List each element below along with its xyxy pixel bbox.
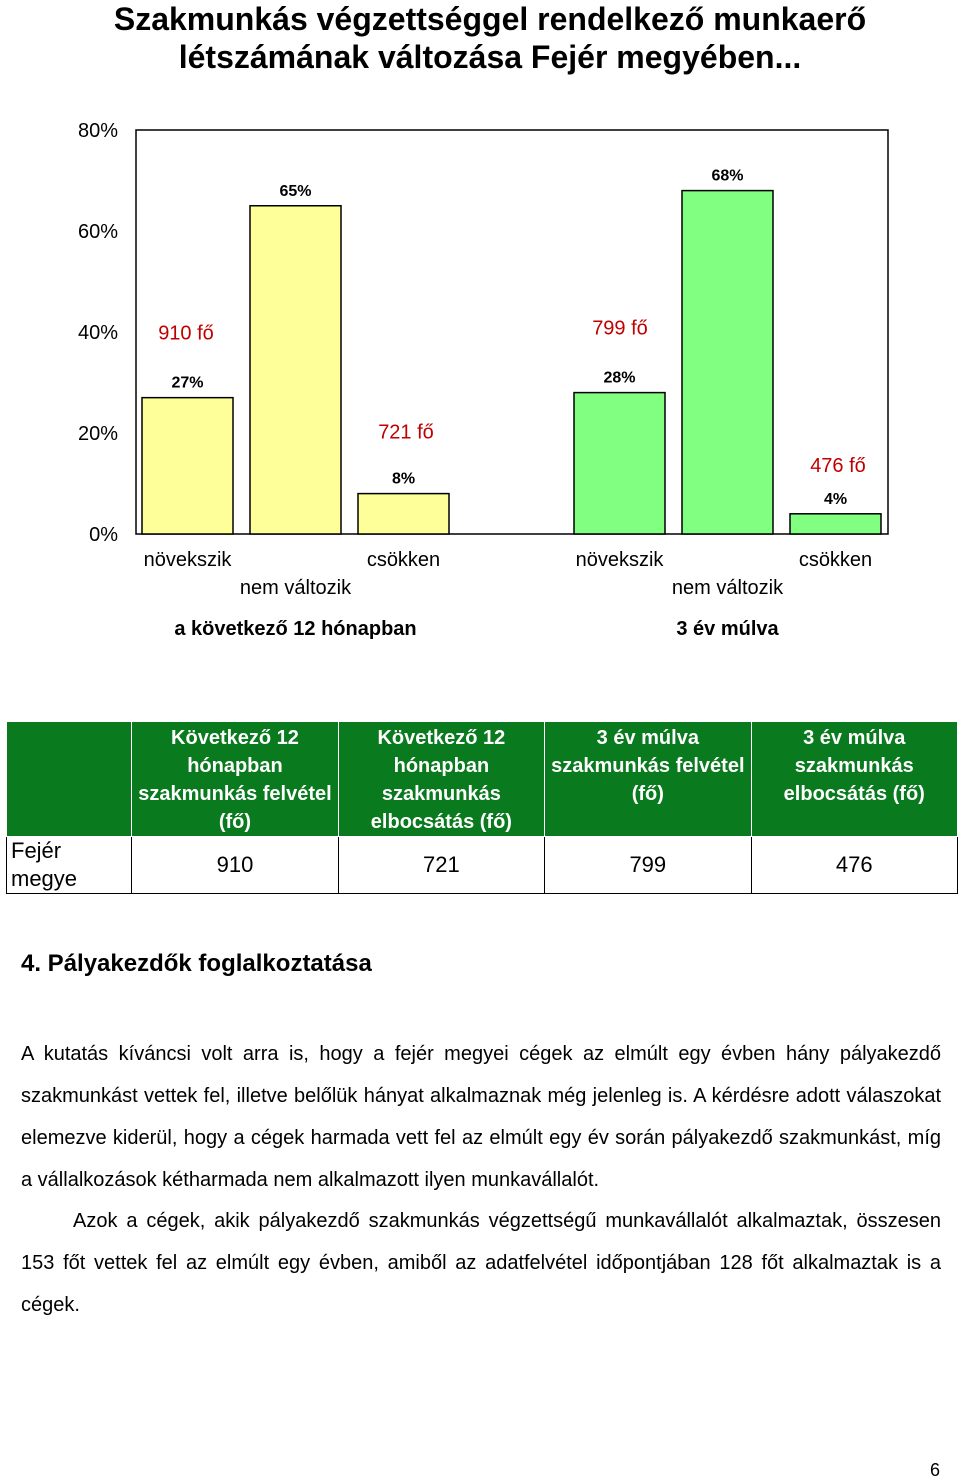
category-label: növekszik [144,549,233,571]
table-header: 3 év múlva szakmunkás elbocsátás (fő) [750,721,959,837]
bar-value-label: 27% [171,375,203,392]
bar [141,396,234,535]
bar-value-label: 68% [711,168,743,185]
group-label: 3 év múlva [676,618,779,640]
paragraph: Azok a cégek, akik pályakezdő szakmunkás… [21,1210,941,1316]
table-header: 3 év múlva szakmunkás felvétel (fő) [544,721,752,837]
bar [357,492,450,535]
bar [789,513,882,535]
bar-value-label: 8% [392,471,415,488]
y-tick-label: 20% [78,423,118,445]
category-label: növekszik [576,549,665,571]
table-header: Következő 12 hónapban szakmunkás felvéte… [131,721,339,837]
table-cell: 476 [750,836,959,894]
group-label: a következő 12 hónapban [174,618,416,640]
annotation-label: 476 fő [810,455,866,477]
bar [249,205,342,535]
table-cell: 799 [544,836,752,894]
y-tick-label: 80% [78,120,118,142]
summary-table: Következő 12 hónapban szakmunkás felvéte… [5,721,959,894]
y-tick-label: 40% [78,322,118,344]
table-row-label: Fejér megye [5,836,133,894]
page-title: Szakmunkás végzettséggel rendelkező munk… [113,1,867,75]
bar-value-label: 4% [824,491,847,508]
annotation-label: 721 fő [378,422,434,444]
category-label: csökken [799,549,872,571]
table-header-corner [5,721,133,837]
table-header: Következő 12 hónapban szakmunkás elbocsá… [337,721,546,837]
table-cell: 910 [131,836,339,894]
bar [573,391,666,535]
table-row: Fejér megye 910 721 799 476 [5,836,959,894]
category-label: csökken [367,549,440,571]
table-cell: 721 [337,836,546,894]
bar [681,189,774,535]
plot-area [135,129,889,535]
table-header-row: Következő 12 hónapban szakmunkás felvéte… [5,721,959,837]
y-tick-label: 0% [89,524,118,546]
bar-chart: 80% 60% 40% 20% 0% 27% 65% 8% 28% 68% 4% 910 fő 721 … [78,120,889,640]
annotation-label: 799 fő [592,318,648,340]
category-label: nem változik [672,577,784,599]
y-tick-label: 60% [78,221,118,243]
paragraph: A kutatás kíváncsi volt arra is, hogy a … [21,1043,941,1191]
section-heading: 4. Pályakezdők foglalkoztatása [21,950,372,977]
category-label: nem változik [240,577,352,599]
bar-value-label: 65% [279,183,311,200]
page-number: 6 [930,1460,941,1480]
bar-value-label: 28% [603,370,635,387]
annotation-label: 910 fő [158,323,214,345]
